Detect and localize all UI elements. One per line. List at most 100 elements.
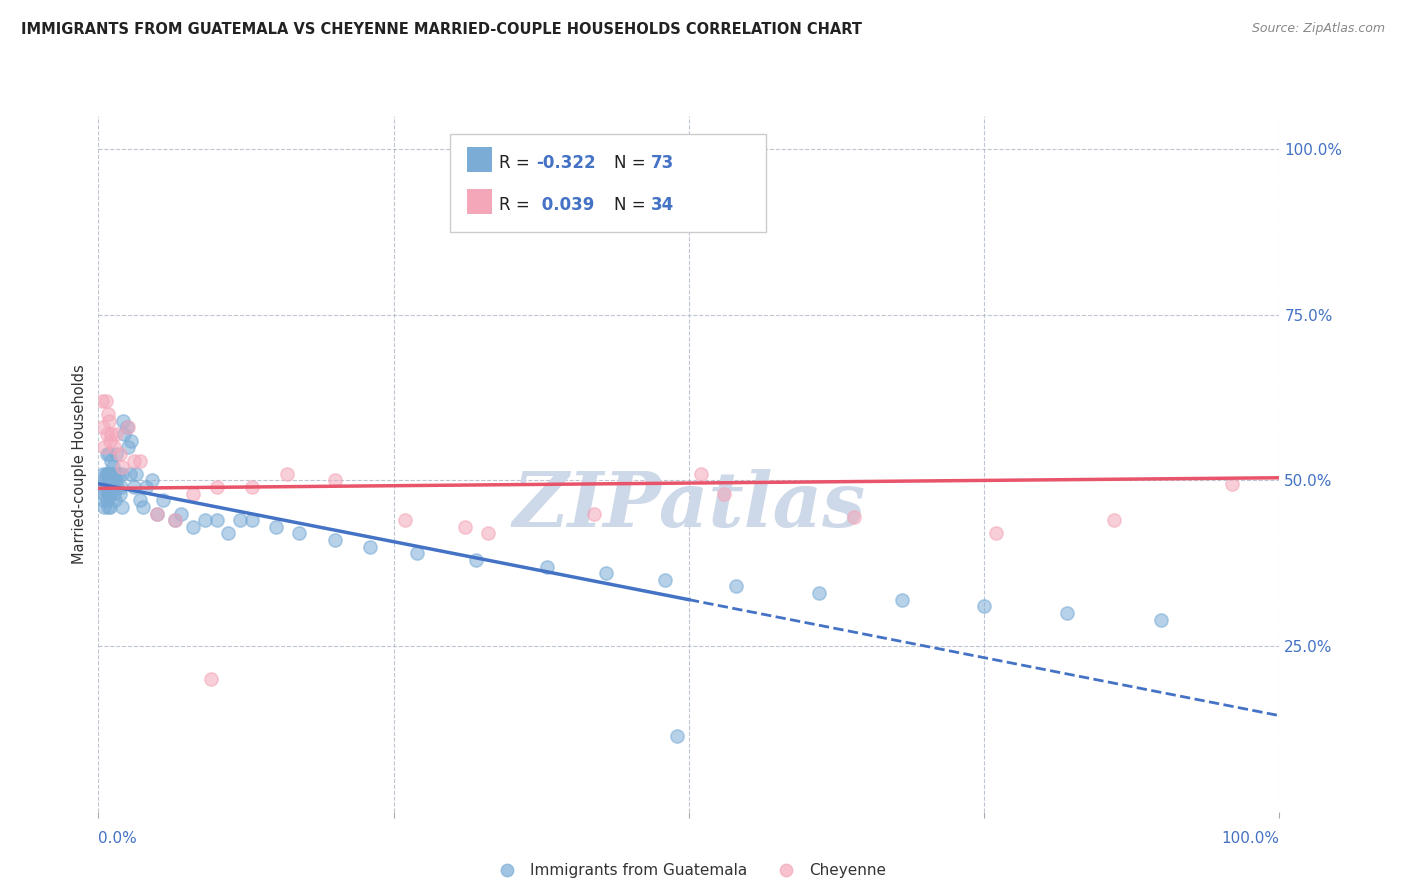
Point (406, 546, 429, 560)
Point (96, 493, 118, 508)
Text: 0.039: 0.039 (536, 196, 595, 214)
Point (807, 586, 830, 600)
Point (100, 480, 122, 494)
Point (323, 533, 346, 547)
Point (205, 480, 228, 494)
Point (97, 500, 120, 514)
Point (105, 447, 128, 461)
Point (276, 467, 298, 481)
Point (98, 447, 121, 461)
Point (288, 526, 311, 541)
Point (98, 467, 121, 481)
Point (117, 440, 139, 454)
Point (97, 467, 120, 481)
Point (453, 520, 475, 534)
Point (115, 420, 138, 434)
Point (984, 526, 1007, 541)
Point (110, 480, 132, 494)
Point (111, 467, 134, 481)
Point (103, 486, 125, 500)
Text: 73: 73 (651, 154, 675, 172)
Point (94, 480, 117, 494)
Point (170, 507, 193, 521)
Point (152, 493, 174, 508)
Text: 100.0%: 100.0% (1222, 831, 1279, 846)
Point (98, 474, 121, 488)
Point (181, 520, 204, 534)
Point (91, 420, 114, 434)
Point (105, 474, 128, 488)
Point (1220, 476, 1243, 491)
Point (394, 513, 416, 527)
Point (165, 513, 187, 527)
Point (97, 486, 120, 500)
Text: -0.322: -0.322 (536, 154, 595, 172)
Text: N =: N = (614, 196, 651, 214)
Point (359, 540, 381, 554)
Point (240, 513, 263, 527)
Point (111, 500, 134, 514)
Point (101, 480, 124, 494)
Point (973, 599, 995, 614)
Point (146, 507, 169, 521)
Text: N =: N = (614, 154, 651, 172)
Point (98, 486, 121, 500)
Point (93, 500, 115, 514)
Point (595, 566, 617, 581)
Point (666, 729, 689, 743)
Point (91, 480, 114, 494)
Point (229, 513, 252, 527)
Point (100, 453, 122, 467)
Point (91, 493, 114, 508)
Point (146, 507, 169, 521)
Point (1102, 513, 1125, 527)
Point (125, 467, 148, 481)
Point (94, 467, 117, 481)
Point (100, 427, 122, 442)
Point (583, 507, 606, 521)
Point (94, 393, 117, 408)
Point (96, 467, 118, 481)
Point (105, 427, 128, 442)
Point (98, 434, 121, 448)
Point (96, 447, 118, 461)
Point (91, 393, 114, 408)
Point (108, 447, 131, 461)
Point (91, 467, 114, 481)
Text: 0.0%: 0.0% (98, 831, 138, 846)
Point (97, 407, 120, 421)
Point (101, 460, 124, 475)
Point (477, 526, 499, 541)
Point (121, 434, 143, 448)
Point (654, 573, 676, 587)
Point (689, 467, 711, 481)
Point (93, 440, 115, 454)
Point (240, 480, 263, 494)
Point (108, 486, 131, 500)
Point (93, 486, 115, 500)
Point (93, 474, 115, 488)
Point (135, 480, 157, 494)
Point (132, 500, 155, 514)
Point (104, 493, 127, 508)
Point (103, 474, 125, 488)
Point (165, 513, 187, 527)
Point (105, 480, 128, 494)
Point (111, 460, 134, 475)
Y-axis label: Married-couple Households: Married-couple Households (72, 364, 87, 564)
Point (264, 520, 287, 534)
Text: R =: R = (499, 154, 536, 172)
Point (536, 559, 558, 574)
Point (181, 486, 204, 500)
Point (890, 592, 912, 607)
Point (104, 467, 127, 481)
Point (112, 427, 135, 442)
Point (465, 553, 488, 567)
Point (1056, 606, 1078, 620)
Point (122, 453, 145, 467)
Text: ZIPatlas: ZIPatlas (512, 468, 866, 542)
Point (96, 427, 118, 442)
Text: IMMIGRANTS FROM GUATEMALA VS CHEYENNE MARRIED-COUPLE HOUSEHOLDS CORRELATION CHAR: IMMIGRANTS FROM GUATEMALA VS CHEYENNE MA… (21, 22, 862, 37)
Text: 34: 34 (651, 196, 675, 214)
Point (98, 500, 121, 514)
